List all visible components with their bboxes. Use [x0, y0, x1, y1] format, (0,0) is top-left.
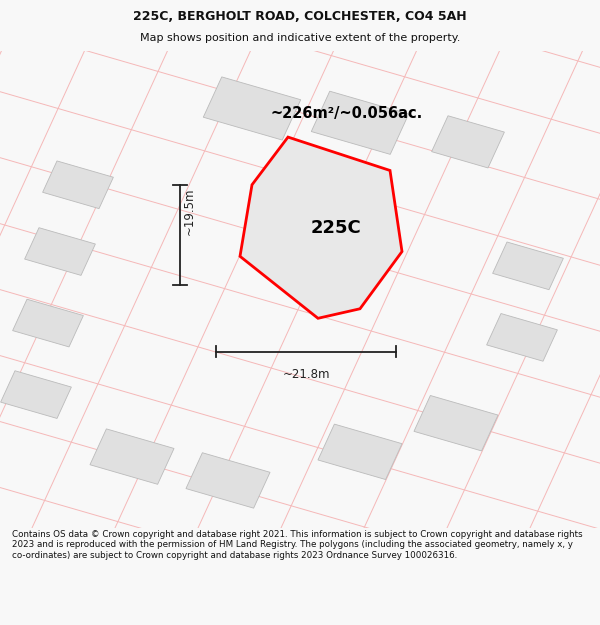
Text: ~21.8m: ~21.8m	[282, 368, 330, 381]
Polygon shape	[431, 116, 505, 168]
Polygon shape	[311, 91, 409, 154]
Polygon shape	[25, 228, 95, 276]
Polygon shape	[493, 242, 563, 289]
Polygon shape	[43, 161, 113, 209]
Text: 225C: 225C	[311, 219, 361, 237]
Text: Map shows position and indicative extent of the property.: Map shows position and indicative extent…	[140, 33, 460, 44]
Polygon shape	[13, 299, 83, 347]
Polygon shape	[318, 424, 402, 479]
Polygon shape	[186, 452, 270, 508]
Polygon shape	[203, 77, 301, 140]
Polygon shape	[414, 396, 498, 451]
Polygon shape	[1, 371, 71, 419]
Text: ~226m²/~0.056ac.: ~226m²/~0.056ac.	[270, 106, 422, 121]
Text: ~19.5m: ~19.5m	[182, 188, 196, 235]
Text: Contains OS data © Crown copyright and database right 2021. This information is : Contains OS data © Crown copyright and d…	[12, 530, 583, 560]
Polygon shape	[487, 314, 557, 361]
Polygon shape	[90, 429, 174, 484]
Polygon shape	[240, 137, 402, 318]
Text: 225C, BERGHOLT ROAD, COLCHESTER, CO4 5AH: 225C, BERGHOLT ROAD, COLCHESTER, CO4 5AH	[133, 10, 467, 23]
